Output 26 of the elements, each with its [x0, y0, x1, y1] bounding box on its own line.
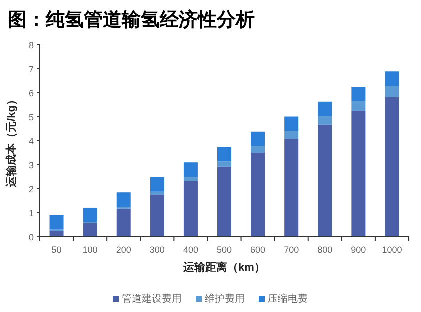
x-tick-label: 700	[284, 245, 300, 255]
x-axis-title: 运输距离（km）	[182, 261, 266, 274]
x-tick-label: 400	[183, 245, 198, 255]
y-tick-label: 6	[28, 88, 34, 98]
x-tick-label: 300	[150, 245, 165, 255]
x-tick-label: 100	[82, 245, 98, 255]
y-tick-label: 8	[28, 40, 34, 50]
x-tick-label: 600	[250, 245, 266, 255]
y-tick-label: 2	[28, 184, 34, 194]
y-tick-label: 4	[28, 136, 34, 146]
y-tick-label: 3	[28, 160, 34, 170]
x-tick-label: 800	[318, 245, 333, 255]
y-tick-label: 1	[28, 208, 34, 218]
y-tick-label: 5	[28, 112, 34, 122]
legend-label: 压缩电费	[268, 293, 308, 305]
legend-label: 管道建设费用	[122, 293, 182, 305]
y-axis-title: 运输成本（元/kg）	[5, 94, 18, 188]
x-tick-label: 500	[216, 245, 232, 255]
x-tick-label: 1000	[382, 245, 402, 255]
x-tick-label: 200	[116, 245, 132, 255]
y-tick-label: 0	[28, 232, 34, 242]
x-tick-label: 50	[52, 245, 62, 255]
x-tick-label: 900	[351, 245, 366, 255]
legend-label: 维护费用	[205, 293, 245, 305]
y-tick-label: 7	[28, 64, 34, 74]
chart-title: 图：纯氢管道输氢经济性分析	[8, 9, 255, 31]
